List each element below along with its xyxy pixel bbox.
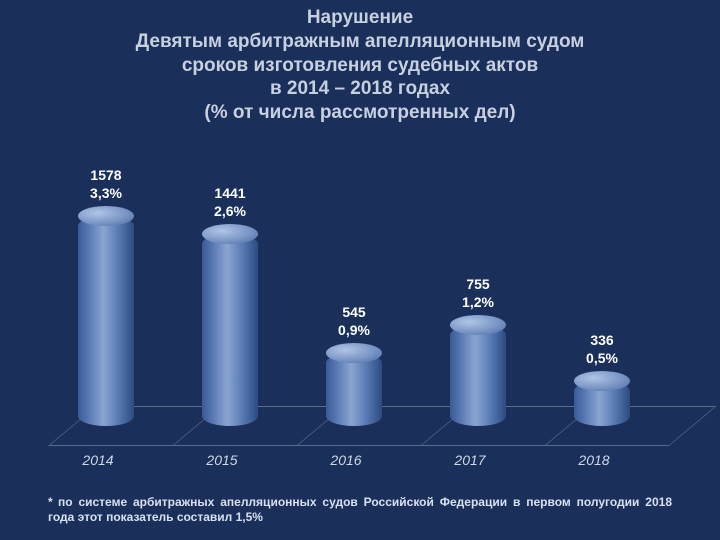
- x-axis-label: 2017: [410, 452, 530, 468]
- x-axis-label: 2016: [286, 452, 406, 468]
- bar-top: [450, 315, 506, 335]
- footnote-text: по системе арбитражных апелляционных суд…: [48, 495, 672, 525]
- chart-area: 201415783,3%201514412,6%20165450,9%20177…: [48, 150, 668, 470]
- bar-top: [326, 343, 382, 363]
- bar-top: [574, 371, 630, 391]
- x-axis-label: 2014: [38, 452, 158, 468]
- bar-top: [202, 224, 258, 244]
- bar-body: [202, 234, 258, 426]
- title-line: в 2014 – 2018 годах: [20, 77, 700, 101]
- title-line: Нарушение: [20, 6, 700, 30]
- x-axis-label: 2015: [162, 452, 282, 468]
- bar-top: [78, 206, 134, 226]
- footnote: *по системе арбитражных апелляционных су…: [48, 495, 672, 526]
- bar-label: 15783,3%: [46, 167, 166, 202]
- bar-body: [326, 353, 382, 426]
- x-axis-label: 2018: [534, 452, 654, 468]
- bar-label: 7551,2%: [418, 276, 538, 311]
- bar-label: 14412,6%: [170, 185, 290, 220]
- bar-body: [78, 216, 134, 426]
- bar-body: [450, 325, 506, 426]
- chart-title: Нарушение Девятым арбитражным апелляцион…: [0, 0, 720, 125]
- title-line: сроков изготовления судебных актов: [20, 54, 700, 78]
- footnote-marker: *: [48, 495, 58, 511]
- bar-label: 5450,9%: [294, 304, 414, 339]
- bar-label: 3360,5%: [542, 332, 662, 367]
- title-line: (% от числа рассмотренных дел): [20, 101, 700, 125]
- title-line: Девятым арбитражным апелляционным судом: [20, 30, 700, 54]
